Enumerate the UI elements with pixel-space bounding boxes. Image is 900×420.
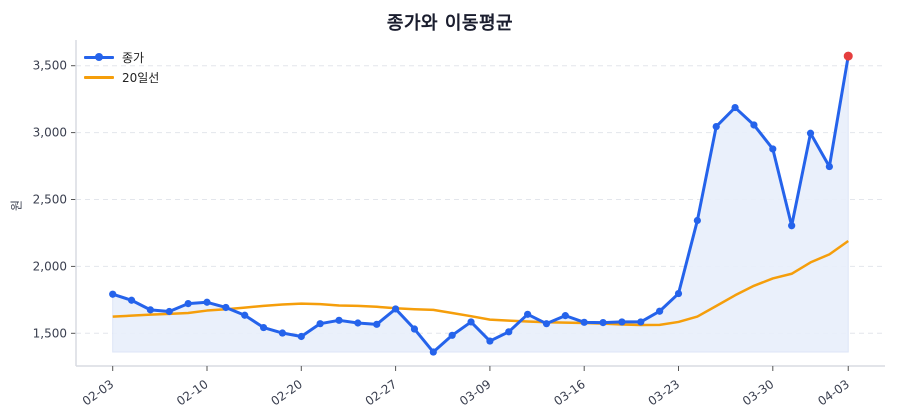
close-marker <box>750 121 758 129</box>
legend-label-close: 종가 <box>122 50 145 65</box>
line-marker-icon <box>84 51 114 63</box>
x-tick-label: 02-20 <box>268 377 305 408</box>
y-tick-label: 2,500 <box>33 193 67 207</box>
legend: 종가 20일선 <box>84 47 159 87</box>
close-marker <box>580 318 588 326</box>
x-tick-label: 03-23 <box>646 377 683 408</box>
close-marker <box>429 348 437 356</box>
close-marker <box>656 307 664 315</box>
close-marker <box>392 305 400 313</box>
x-tick-label: 02-10 <box>174 377 211 408</box>
close-marker <box>127 296 136 304</box>
x-tick-label: 02-27 <box>363 377 400 408</box>
close-marker <box>259 323 268 332</box>
close-marker <box>825 162 833 171</box>
legend-item-ma20: 20일선 <box>84 67 159 87</box>
close-marker <box>373 320 381 328</box>
close-marker <box>505 328 513 336</box>
close-marker <box>297 332 305 341</box>
y-tick-label: 3,000 <box>33 126 67 140</box>
close-marker <box>165 307 173 316</box>
close-marker <box>674 289 683 298</box>
last-close-marker <box>843 51 853 61</box>
close-marker <box>806 129 815 137</box>
y-tick-label: 2,000 <box>33 259 67 273</box>
close-marker <box>524 310 532 318</box>
close-marker <box>637 318 645 326</box>
x-tick-label: 02-03 <box>80 377 117 408</box>
y-tick-label: 3,500 <box>33 59 67 73</box>
close-marker <box>769 145 777 153</box>
close-marker <box>222 303 230 312</box>
close-marker <box>712 122 720 131</box>
close-marker <box>448 331 456 339</box>
legend-item-close: 종가 <box>84 47 159 67</box>
close-marker <box>693 216 701 225</box>
close-marker <box>542 320 551 328</box>
close-marker <box>561 312 569 320</box>
close-marker <box>731 103 739 112</box>
close-marker <box>241 311 249 319</box>
close-marker <box>618 318 626 326</box>
close-marker <box>335 316 343 324</box>
close-marker <box>316 320 324 328</box>
close-marker <box>599 318 607 327</box>
x-tick-label: 03-09 <box>457 377 494 408</box>
close-marker <box>203 298 211 306</box>
close-marker <box>278 329 287 337</box>
close-line <box>112 55 850 354</box>
close-marker <box>109 290 117 298</box>
close-marker <box>354 319 362 327</box>
chart-title: 종가와 이동평균 <box>386 13 514 34</box>
y-tick-label: 1,500 <box>33 326 67 340</box>
close-marker <box>788 222 796 230</box>
legend-label-ma20: 20일선 <box>122 70 160 85</box>
line-icon <box>84 71 114 83</box>
x-tick-label: 03-16 <box>551 377 588 408</box>
close-marker <box>184 299 192 308</box>
x-tick-label: 04-03 <box>815 377 852 408</box>
close-marker <box>146 306 155 314</box>
close-marker <box>486 337 494 345</box>
close-marker <box>410 325 419 333</box>
x-tick-label: 03-30 <box>740 377 777 408</box>
ma20-line <box>112 239 849 327</box>
close-marker <box>467 318 475 326</box>
